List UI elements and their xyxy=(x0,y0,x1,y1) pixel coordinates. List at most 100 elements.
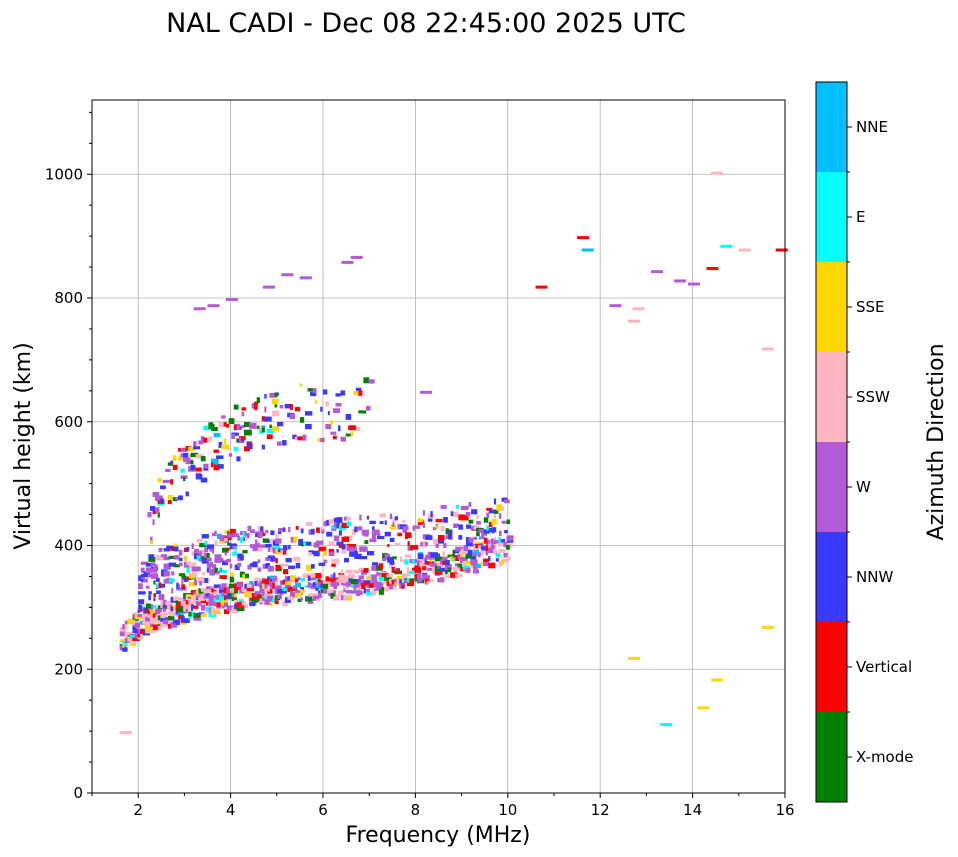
echo-mark xyxy=(228,418,235,425)
echo-mark xyxy=(316,527,320,533)
echo-mark xyxy=(389,585,394,590)
echo-mark xyxy=(210,458,219,465)
echo-mark xyxy=(177,495,183,501)
echo-mark xyxy=(452,555,460,561)
echo-mark xyxy=(206,557,212,562)
echo-mark xyxy=(162,479,171,484)
echo-mark xyxy=(478,528,485,534)
echo-mark xyxy=(170,622,178,628)
echo-mark xyxy=(170,611,176,617)
x-tick-label: 12 xyxy=(591,801,610,819)
echo-mark xyxy=(354,553,362,560)
echo-mark xyxy=(389,513,392,520)
echo-mark xyxy=(124,638,129,643)
echo-mark xyxy=(194,579,198,586)
echo-mark xyxy=(274,575,277,581)
echo-mark xyxy=(345,582,354,587)
echo-mark xyxy=(165,611,172,615)
echo-mark xyxy=(289,591,294,597)
echo-mark xyxy=(371,574,377,580)
echo-mark xyxy=(325,576,329,581)
echo-mark xyxy=(185,609,188,614)
echo-mark xyxy=(246,583,253,588)
echo-mark xyxy=(471,509,478,515)
echo-mark xyxy=(304,423,312,430)
echo-mark xyxy=(183,618,190,623)
echo-mark xyxy=(173,543,178,548)
echo-mark xyxy=(488,509,497,514)
echo-mark xyxy=(475,563,482,569)
echo-mark xyxy=(267,539,270,544)
echo-mark xyxy=(283,527,286,532)
echo-mark xyxy=(325,423,332,430)
echo-mark xyxy=(229,563,233,569)
echo-mark xyxy=(150,623,154,627)
echo-mark xyxy=(279,580,285,585)
echo-mark xyxy=(498,542,504,547)
echo-mark xyxy=(358,580,365,585)
x-tick-label: 4 xyxy=(226,801,236,819)
echo-mark xyxy=(186,576,192,581)
echo-mark xyxy=(432,539,440,545)
echo-mark xyxy=(175,619,181,625)
echo-mark xyxy=(211,532,217,536)
echo-mark xyxy=(335,579,344,583)
echo-mark xyxy=(501,506,505,511)
echo-mark xyxy=(204,541,208,546)
echo-mark xyxy=(288,526,291,533)
echo-mark xyxy=(237,562,242,567)
echo-mark xyxy=(242,550,248,554)
echo-mark xyxy=(233,447,239,452)
echo-mark xyxy=(381,573,389,578)
echo-mark xyxy=(210,427,218,431)
colorbar-segment-e xyxy=(816,172,847,262)
echo-mark xyxy=(505,544,510,550)
echo-mark xyxy=(344,557,350,563)
echo-mark xyxy=(389,562,394,568)
echo-mark xyxy=(186,546,190,552)
echo-mark xyxy=(254,580,259,586)
echo-mark xyxy=(384,531,391,537)
echo-mark xyxy=(424,557,427,563)
echo-mark xyxy=(397,532,402,537)
echo-mark xyxy=(178,602,182,607)
echo-mark xyxy=(491,528,494,534)
echo-mark xyxy=(392,556,397,560)
echo-mark xyxy=(452,557,456,562)
echo-mark xyxy=(155,507,160,513)
echo-mark xyxy=(163,571,170,576)
echo-mark xyxy=(429,578,434,583)
echo-mark xyxy=(216,570,220,575)
echo-mark xyxy=(271,410,280,417)
echo-mark xyxy=(376,572,384,576)
echo-mark xyxy=(173,546,179,552)
echo-mark xyxy=(167,623,172,629)
echo-mark xyxy=(404,559,409,565)
echo-mark xyxy=(155,608,163,612)
echo-mark xyxy=(422,560,426,566)
echo-mark xyxy=(232,545,236,550)
echo-mark xyxy=(178,549,183,556)
echo-mark xyxy=(439,577,445,583)
echo-mark xyxy=(417,572,422,578)
echo-mark xyxy=(155,590,161,594)
echo-mark xyxy=(371,589,377,595)
echo-mark xyxy=(308,552,312,556)
echo-mark xyxy=(345,413,352,420)
echo-mark xyxy=(132,626,137,633)
echo-mark xyxy=(371,562,379,566)
echo-mark xyxy=(148,557,156,562)
echo-mark xyxy=(165,601,170,606)
echo-mark xyxy=(185,600,189,605)
echo-mark xyxy=(216,608,220,614)
echo-mark xyxy=(172,455,177,461)
echo-mark xyxy=(274,600,279,605)
echo-mark xyxy=(307,581,311,588)
echo-mark xyxy=(271,426,280,432)
echo-mark xyxy=(332,435,337,440)
echo-mark xyxy=(204,577,209,583)
echo-mark xyxy=(208,423,215,430)
echo-mark xyxy=(470,559,478,565)
echo-mark xyxy=(262,584,267,589)
echo-mark xyxy=(206,593,211,597)
